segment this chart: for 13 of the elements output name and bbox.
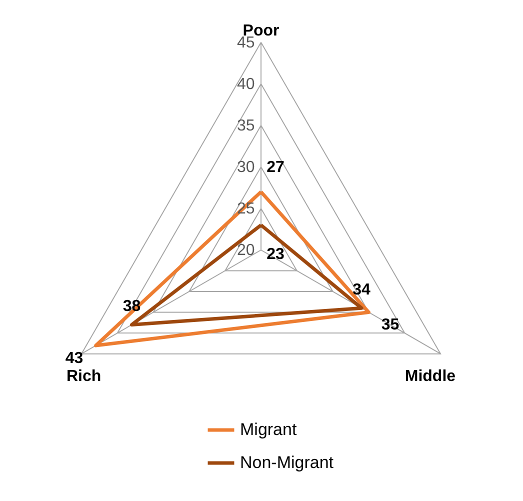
legend-label: Non-Migrant bbox=[240, 453, 334, 472]
data-label: 35 bbox=[381, 316, 400, 334]
data-label: 34 bbox=[352, 281, 371, 298]
spoke-label: Rich bbox=[66, 368, 102, 385]
data-label: 23 bbox=[266, 246, 285, 264]
data-label: 27 bbox=[266, 158, 285, 176]
y-tick-label: 30 bbox=[236, 158, 255, 176]
legend-label: Migrant bbox=[240, 420, 297, 439]
spoke-label: Middle bbox=[404, 368, 456, 385]
y-tick-label: 40 bbox=[236, 76, 255, 93]
y-tick-label: 35 bbox=[236, 117, 255, 134]
data-label: 43 bbox=[65, 350, 84, 367]
y-tick-label: 20 bbox=[236, 242, 255, 259]
